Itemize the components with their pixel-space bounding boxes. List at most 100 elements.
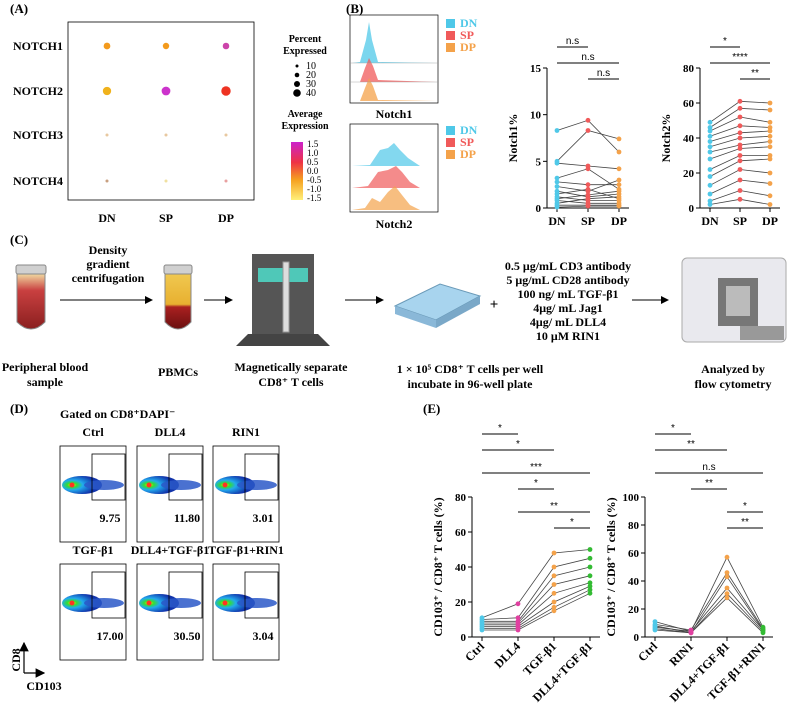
arrow-label: gradient <box>86 257 129 271</box>
flow-plot-frame <box>212 445 280 543</box>
gene-label: NOTCH1 <box>13 39 63 53</box>
data-point <box>760 630 766 636</box>
data-point <box>554 179 560 185</box>
significance-label: * <box>516 439 520 450</box>
significance-label: ** <box>741 517 749 528</box>
dotplot-dot <box>164 179 168 183</box>
data-point <box>767 144 773 150</box>
data-point <box>554 184 560 189</box>
y-tick-label: 20 <box>628 604 640 616</box>
step-label: Peripheral blood <box>2 360 89 374</box>
x-tick-label: DP <box>611 214 627 228</box>
data-point <box>707 144 713 150</box>
data-point <box>737 146 743 151</box>
legend-swatch <box>446 43 455 52</box>
dotplot-dot <box>164 133 168 137</box>
data-point <box>707 202 713 207</box>
legend-label: DP <box>460 147 476 161</box>
data-point <box>616 177 622 183</box>
x-tick-label: RIN1 <box>666 639 696 669</box>
flow-cell-peak <box>146 600 152 606</box>
data-point <box>737 196 743 202</box>
legend-swatch <box>446 126 455 135</box>
dotplot-dot <box>221 86 231 96</box>
y-tick-label: 20 <box>683 168 695 180</box>
data-point <box>515 601 521 607</box>
histogram-dn <box>352 143 436 166</box>
data-point <box>767 181 773 186</box>
flow-gate-value: 3.01 <box>253 511 274 525</box>
legend-label: SP <box>460 28 474 42</box>
histogram-label: Notch1 <box>376 107 413 121</box>
data-point <box>551 573 557 579</box>
reagent: 4μg/ mL Jag1 <box>533 301 602 315</box>
tube-body <box>164 273 192 330</box>
data-point <box>554 128 560 133</box>
size-legend-value: 10 <box>306 61 316 72</box>
y-tick-label: 60 <box>455 527 467 539</box>
legend-label: DN <box>460 16 478 30</box>
data-point <box>554 204 560 210</box>
y-tick-label: 60 <box>628 548 640 560</box>
size-legend-value: 20 <box>306 70 316 81</box>
data-point <box>767 100 773 106</box>
reagent: 100 ng/ mL TGF-β1 <box>517 287 618 301</box>
data-point <box>737 153 743 158</box>
histogram-label: Notch2 <box>376 217 413 231</box>
y-tick-label: 80 <box>455 492 467 504</box>
y-tick-label: 40 <box>628 576 640 588</box>
legend-swatch <box>446 19 455 28</box>
data-point <box>737 105 743 111</box>
flow-gate-value: 30.50 <box>174 629 201 643</box>
significance-label: *** <box>530 462 542 473</box>
panel-label-b: (B) <box>346 1 363 16</box>
legend-swatch <box>446 150 455 159</box>
panel-label-d: (D) <box>10 401 28 416</box>
data-point <box>585 117 591 123</box>
significance-label: ** <box>550 501 558 512</box>
data-point <box>767 107 773 113</box>
data-point <box>707 191 713 197</box>
data-point <box>707 125 713 130</box>
flow-axis-indicator: CD8 CD103 <box>9 641 62 693</box>
flow-cell-tail <box>161 598 201 608</box>
gating-label: Gated on CD8⁺DAPI⁻ <box>60 407 175 421</box>
histogram-frame <box>349 123 439 213</box>
flow-plot-frame <box>212 563 280 661</box>
data-point <box>585 182 591 188</box>
tube-cap <box>163 264 193 275</box>
data-point <box>707 167 713 172</box>
data-point <box>551 550 557 556</box>
significance-label: * <box>570 517 574 528</box>
group-label: DN <box>98 211 116 225</box>
data-point <box>616 166 622 172</box>
step-label: 1 × 10⁵ CD8⁺ T cells per well <box>397 362 544 376</box>
data-point <box>767 156 773 162</box>
data-point <box>737 177 743 183</box>
data-point <box>551 590 557 596</box>
significance-label: ** <box>705 478 713 489</box>
data-point <box>724 591 730 596</box>
arrow-label: centrifugation <box>72 271 145 285</box>
data-point <box>767 139 773 144</box>
flow-plot-frame <box>136 445 204 543</box>
data-point <box>737 142 743 148</box>
color-legend-value: 0.5 <box>307 157 319 167</box>
flow-plots: Ctrl 9.75 DLL4 11.80 RIN1 3.01 TGF-β1 17.00 DLL4… <box>59 425 284 661</box>
size-legend-dot <box>294 81 300 87</box>
series-line <box>482 592 591 631</box>
y-tick-label: 40 <box>455 562 467 574</box>
significance-label: ** <box>687 439 695 450</box>
size-legend-value: 40 <box>306 88 316 99</box>
series-line <box>482 582 591 626</box>
histogram-dn <box>352 22 436 63</box>
flow-gate <box>168 571 203 619</box>
y-axis-label: Notch1% <box>506 114 520 163</box>
legend-label: DN <box>460 123 478 137</box>
data-point <box>724 585 730 591</box>
data-point <box>737 114 743 120</box>
y-tick-label: 10 <box>530 110 542 122</box>
step-label: CD8⁺ T cells <box>258 375 324 389</box>
